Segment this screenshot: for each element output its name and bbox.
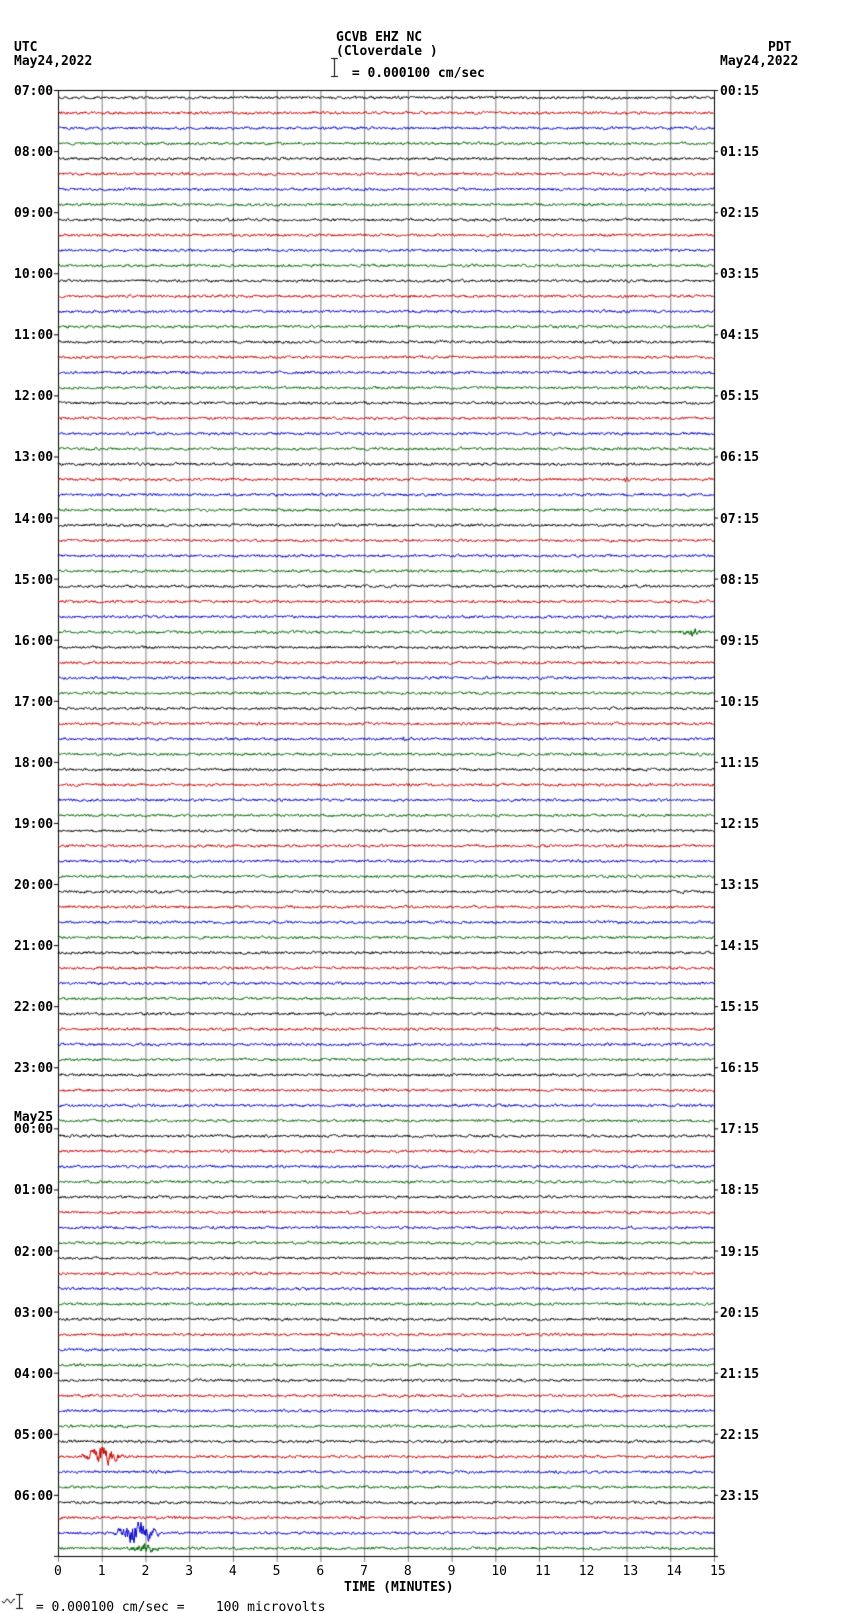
x-tick-label: 6 bbox=[316, 1564, 324, 1579]
x-tick-label: 2 bbox=[141, 1564, 149, 1579]
right-hour-label: 18:15 bbox=[720, 1183, 759, 1198]
right-hour-label: 03:15 bbox=[720, 267, 759, 282]
left-hour-label: 23:00 bbox=[14, 1061, 53, 1076]
left-hour-label: 19:00 bbox=[14, 817, 53, 832]
left-hour-label: 12:00 bbox=[14, 389, 53, 404]
right-date-label: May24,2022 bbox=[720, 54, 798, 69]
x-tick-label: 15 bbox=[710, 1564, 726, 1579]
right-hour-label: 14:15 bbox=[720, 939, 759, 954]
x-tick-label: 8 bbox=[404, 1564, 412, 1579]
left-hour-label: 11:00 bbox=[14, 328, 53, 343]
right-hour-label: 10:15 bbox=[720, 695, 759, 710]
x-tick-label: 14 bbox=[666, 1564, 682, 1579]
x-tick-label: 10 bbox=[491, 1564, 507, 1579]
x-tick-label: 12 bbox=[579, 1564, 595, 1579]
right-hour-label: 00:15 bbox=[720, 84, 759, 99]
left-hour-label: 09:00 bbox=[14, 206, 53, 221]
left-hour-label: 16:00 bbox=[14, 634, 53, 649]
right-hour-label: 17:15 bbox=[720, 1122, 759, 1137]
left-hour-label: 17:00 bbox=[14, 695, 53, 710]
right-hour-label: 06:15 bbox=[720, 450, 759, 465]
left-date-label: May24,2022 bbox=[14, 54, 92, 69]
left-hour-label: 00:00 bbox=[14, 1122, 53, 1137]
right-hour-label: 13:15 bbox=[720, 878, 759, 893]
right-hour-label: 08:15 bbox=[720, 573, 759, 588]
right-hour-label: 05:15 bbox=[720, 389, 759, 404]
right-hour-label: 16:15 bbox=[720, 1061, 759, 1076]
left-hour-label: 14:00 bbox=[14, 512, 53, 527]
left-hour-label: 22:00 bbox=[14, 1000, 53, 1015]
station-subtitle: (Cloverdale ) bbox=[336, 44, 438, 59]
left-hour-label: 15:00 bbox=[14, 573, 53, 588]
right-hour-label: 01:15 bbox=[720, 145, 759, 160]
right-hour-label: 22:15 bbox=[720, 1428, 759, 1443]
left-hour-label: 03:00 bbox=[14, 1306, 53, 1321]
left-hour-label: 05:00 bbox=[14, 1428, 53, 1443]
x-tick-label: 13 bbox=[623, 1564, 639, 1579]
right-hour-label: 04:15 bbox=[720, 328, 759, 343]
right-hour-label: 07:15 bbox=[720, 512, 759, 527]
x-axis-label: TIME (MINUTES) bbox=[344, 1580, 454, 1595]
left-hour-label: 21:00 bbox=[14, 939, 53, 954]
x-tick-label: 5 bbox=[273, 1564, 281, 1579]
left-hour-label: 04:00 bbox=[14, 1367, 53, 1382]
right-hour-label: 15:15 bbox=[720, 1000, 759, 1015]
right-tz-label: PDT bbox=[768, 40, 791, 55]
left-hour-label: 18:00 bbox=[14, 756, 53, 771]
left-hour-label: 08:00 bbox=[14, 145, 53, 160]
left-hour-label: 20:00 bbox=[14, 878, 53, 893]
right-hour-label: 12:15 bbox=[720, 817, 759, 832]
left-hour-label: 13:00 bbox=[14, 450, 53, 465]
right-hour-label: 11:15 bbox=[720, 756, 759, 771]
left-hour-label: 01:00 bbox=[14, 1183, 53, 1198]
station-title: GCVB EHZ NC bbox=[336, 30, 422, 45]
x-tick-label: 3 bbox=[185, 1564, 193, 1579]
left-hour-label: 06:00 bbox=[14, 1489, 53, 1504]
left-hour-label: 02:00 bbox=[14, 1245, 53, 1260]
scale-bar-label: = 0.000100 cm/sec bbox=[344, 66, 485, 81]
footer-scale: = 0.000100 cm/sec = 100 microvolts bbox=[28, 1600, 325, 1613]
right-hour-label: 19:15 bbox=[720, 1245, 759, 1260]
left-tz-label: UTC bbox=[14, 40, 37, 55]
x-tick-label: 7 bbox=[360, 1564, 368, 1579]
seismogram-container: GCVB EHZ NC (Cloverdale ) = 0.000100 cm/… bbox=[0, 0, 850, 1613]
right-hour-label: 21:15 bbox=[720, 1367, 759, 1382]
left-hour-label: 10:00 bbox=[14, 267, 53, 282]
x-tick-label: 4 bbox=[229, 1564, 237, 1579]
x-tick-label: 9 bbox=[448, 1564, 456, 1579]
x-tick-label: 1 bbox=[98, 1564, 106, 1579]
right-hour-label: 23:15 bbox=[720, 1489, 759, 1504]
right-hour-label: 20:15 bbox=[720, 1306, 759, 1321]
left-hour-label: 07:00 bbox=[14, 84, 53, 99]
x-tick-label: 11 bbox=[535, 1564, 551, 1579]
right-hour-label: 09:15 bbox=[720, 634, 759, 649]
x-tick-label: 0 bbox=[54, 1564, 62, 1579]
right-hour-label: 02:15 bbox=[720, 206, 759, 221]
